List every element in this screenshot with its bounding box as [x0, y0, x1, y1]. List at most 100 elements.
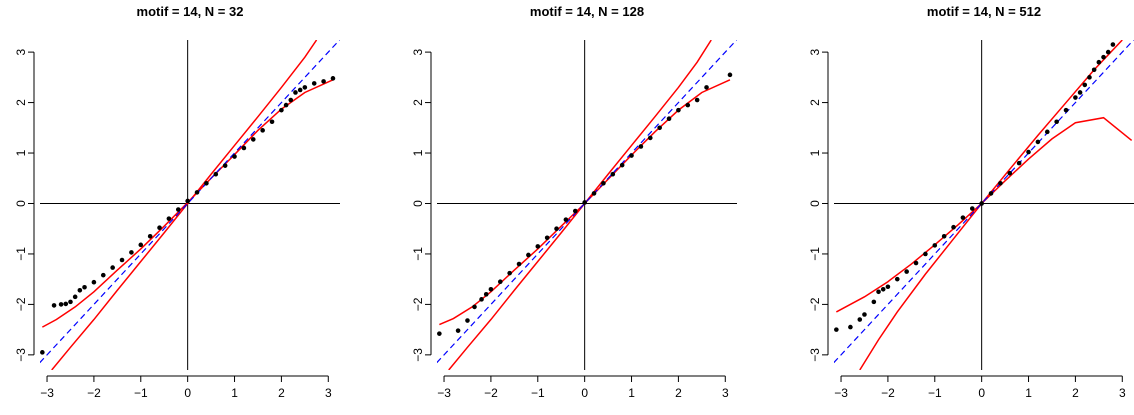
point — [666, 116, 672, 122]
point — [455, 328, 461, 333]
reference-line — [437, 40, 737, 364]
x-tick-label: 1 — [1025, 386, 1032, 400]
x-tick-label: −1 — [928, 386, 942, 400]
x-tick-label: 3 — [722, 386, 729, 400]
y-tick-label: −2 — [808, 297, 822, 311]
point — [488, 286, 494, 292]
point — [269, 119, 275, 125]
point — [1044, 129, 1050, 135]
x-tick-label: 0 — [184, 386, 191, 400]
point — [941, 233, 947, 239]
point — [166, 216, 172, 221]
point — [1105, 49, 1111, 55]
point — [1063, 107, 1069, 113]
point — [213, 171, 219, 177]
point — [834, 327, 839, 332]
x-tick-label: −1 — [531, 386, 545, 400]
y-tick-label: −1 — [808, 247, 822, 261]
x-tick-label: 1 — [231, 386, 238, 400]
point — [619, 162, 625, 168]
point — [129, 250, 134, 255]
point — [483, 292, 489, 297]
point — [311, 81, 317, 86]
chart-title: motif = 14, N = 512 — [927, 4, 1041, 19]
point — [904, 269, 909, 274]
x-tick-label: −3 — [437, 386, 451, 400]
point — [110, 265, 115, 270]
x-tick-label: 2 — [675, 386, 682, 400]
x-tick-label: 0 — [978, 386, 985, 400]
y-tick-label: 1 — [411, 149, 425, 156]
point — [58, 302, 64, 307]
y-tick-label: 2 — [808, 99, 822, 106]
point — [1096, 59, 1102, 65]
point — [72, 294, 78, 300]
point — [302, 85, 308, 90]
envelope-line — [835, 116, 1133, 313]
envelope-line — [859, 40, 1123, 370]
y-tick-label: 0 — [411, 200, 425, 207]
envelope-line — [439, 79, 731, 326]
x-tick-label: −3 — [40, 386, 54, 400]
point — [1091, 67, 1097, 73]
point — [638, 144, 644, 149]
point — [204, 181, 209, 186]
point — [871, 299, 877, 305]
point — [862, 312, 867, 317]
point — [951, 224, 956, 230]
point — [988, 191, 994, 196]
point — [998, 181, 1003, 186]
point — [582, 200, 587, 205]
x-tick-label: 1 — [628, 386, 635, 400]
y-tick-label: −2 — [14, 297, 28, 311]
point — [472, 304, 477, 310]
y-tick-label: −1 — [14, 247, 28, 261]
point — [40, 350, 45, 355]
point — [610, 171, 616, 177]
point — [544, 235, 550, 241]
point — [535, 244, 541, 249]
y-tick-label: 1 — [14, 149, 28, 156]
point — [1054, 119, 1059, 125]
y-tick-label: −3 — [14, 348, 28, 362]
point — [1077, 90, 1083, 95]
chart-title: motif = 14, N = 128 — [530, 4, 644, 19]
point — [880, 286, 886, 292]
point — [157, 225, 162, 231]
y-tick-label: 3 — [411, 48, 425, 55]
point — [1073, 95, 1078, 100]
x-tick-label: 3 — [325, 386, 332, 400]
point — [330, 76, 336, 81]
point — [1110, 42, 1116, 47]
y-tick-label: −3 — [411, 348, 425, 362]
x-tick-label: −1 — [134, 386, 148, 400]
point — [507, 270, 512, 276]
y-tick-label: −1 — [411, 247, 425, 261]
point — [321, 79, 326, 84]
point — [601, 181, 606, 186]
point — [848, 324, 853, 330]
point — [960, 215, 966, 220]
y-tick-label: 1 — [808, 149, 822, 156]
chart-title: motif = 14, N = 32 — [137, 4, 244, 19]
envelope-line — [41, 79, 334, 328]
x-tick-label: 3 — [1119, 386, 1126, 400]
point — [91, 279, 97, 285]
point — [1007, 170, 1013, 176]
point — [250, 137, 256, 142]
point — [516, 261, 522, 267]
y-tick-label: 0 — [808, 200, 822, 207]
point — [1035, 139, 1041, 145]
point — [465, 318, 470, 323]
y-tick-label: 2 — [14, 99, 28, 106]
point — [175, 207, 181, 212]
point — [138, 242, 144, 248]
x-tick-label: −2 — [484, 386, 498, 400]
point — [1101, 54, 1106, 60]
x-tick-label: −2 — [881, 386, 895, 400]
point — [293, 90, 298, 95]
plot-area — [834, 40, 1134, 370]
point — [647, 135, 653, 141]
panel: motif = 14, N = 512 −3 −2 −1 0 1 2 3 −3 −2 −1 0 1 2 3 — [808, 4, 1134, 400]
point — [119, 257, 125, 263]
